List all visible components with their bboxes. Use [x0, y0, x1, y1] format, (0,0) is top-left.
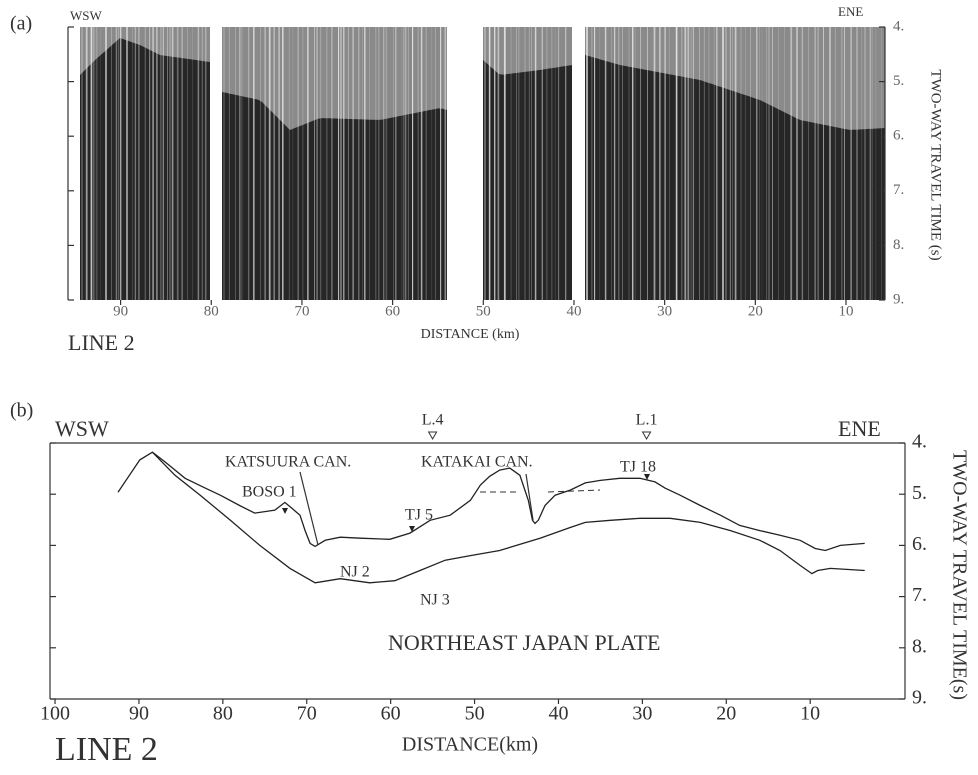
direction-label: WSW — [55, 416, 109, 441]
x-tick-label: 40 — [548, 703, 568, 725]
seismic-panel: (a) WSW ENE LINE 2 DISTANCE (km) TWO-WAY TRAV… — [10, 4, 944, 355]
x-tick-label: 50 — [476, 303, 491, 319]
page: {"chart_data": [ {"type": "seismic", "pa… — [0, 0, 978, 775]
canyon-pointer — [300, 472, 318, 545]
y-tick-label: 5. — [893, 73, 904, 89]
x-tick-label: 30 — [657, 303, 672, 319]
y-tick-label: 8. — [912, 635, 927, 657]
x-tick-label: 90 — [113, 303, 128, 319]
annotation: TJ 18 — [620, 459, 656, 476]
direction-label: ENE — [838, 4, 863, 19]
line-label: LINE 2 — [55, 731, 158, 768]
line-crossing-label: L.1 — [636, 412, 658, 429]
x-tick-label: 10 — [839, 303, 854, 319]
annotation: NORTHEAST JAPAN PLATE — [388, 630, 661, 655]
panel-label: (a) — [10, 13, 32, 35]
x-tick-label: 20 — [748, 303, 763, 319]
line-crossing-marker — [643, 432, 651, 439]
y-tick-label: 6. — [893, 128, 904, 144]
x-tick-label: 60 — [385, 303, 400, 319]
figure: (a) WSW ENE LINE 2 DISTANCE (km) TWO-WAY TRAV… — [0, 0, 978, 775]
x-tick-label: 60 — [381, 703, 401, 725]
x-tick-label: 10 — [800, 703, 820, 725]
y-tick-label: 7. — [893, 182, 904, 198]
x-tick-label: 80 — [204, 303, 219, 319]
panel-label: (b) — [10, 400, 33, 422]
x-tick-label: 80 — [213, 703, 233, 725]
x-axis-title: DISTANCE (km) — [421, 327, 520, 342]
direction-label: WSW — [70, 8, 103, 23]
y-tick-label: 8. — [893, 237, 904, 253]
well-marker — [282, 508, 288, 514]
x-axis-title: DISTANCE(km) — [402, 734, 538, 756]
y-axis-title: TWO-WAY TRAVEL TIME (s) — [928, 69, 944, 260]
y-tick-label: 7. — [912, 584, 927, 606]
y-tick-label: 9. — [912, 687, 927, 709]
x-tick-label: 100 — [40, 703, 70, 725]
annotation: KATSUURA CAN. — [225, 454, 351, 471]
x-tick-label: 40 — [566, 303, 581, 319]
x-tick-label: 90 — [129, 703, 149, 725]
x-tick-label: 70 — [297, 703, 317, 725]
x-tick-label: 50 — [465, 703, 485, 725]
line-label: LINE 2 — [68, 330, 135, 355]
y-tick-label: 9. — [893, 291, 904, 307]
seismic-reflections — [222, 92, 447, 300]
annotation: NJ 3 — [420, 592, 450, 609]
line-crossing-marker — [429, 432, 437, 439]
annotation: BOSO 1 — [242, 484, 297, 501]
x-tick-label: 30 — [632, 703, 652, 725]
annotation: TJ 5 — [405, 507, 433, 524]
interpretation-panel: (b) WSW ENE LINE 2 DISTANCE(km) TWO-WAY TRAVE… — [10, 400, 970, 768]
x-tick-label: 20 — [716, 703, 736, 725]
y-tick-label: 4. — [893, 18, 904, 34]
direction-label: ENE — [838, 416, 881, 441]
annotation: NJ 2 — [340, 564, 370, 581]
annotation: KATAKAI CAN. — [421, 454, 533, 471]
y-tick-label: 5. — [912, 482, 927, 504]
horizon-line — [152, 452, 864, 583]
dashed-horizon — [480, 490, 600, 492]
y-axis-title: TWO-WAY TRAVEL TIME(s) — [948, 450, 970, 700]
y-tick-label: 6. — [912, 533, 927, 555]
line-crossing-label: L.4 — [422, 412, 444, 429]
y-tick-label: 4. — [912, 431, 927, 453]
x-tick-label: 70 — [294, 303, 309, 319]
